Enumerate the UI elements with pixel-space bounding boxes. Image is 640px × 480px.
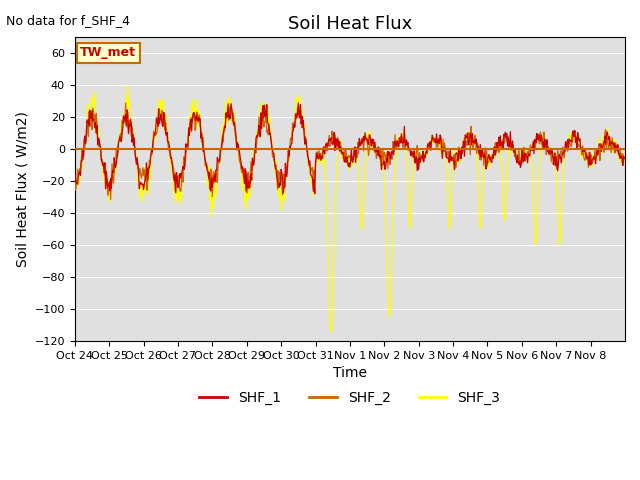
- SHF_1: [236, 156, 244, 161]
- SHF_3: [408, 203, 415, 209]
- SHF_1: [264, 119, 271, 125]
- SHF_1: [408, 148, 415, 154]
- SHF_1: [438, 156, 446, 161]
- SHF_2: [265, 121, 273, 127]
- Title: Soil Heat Flux: Soil Heat Flux: [288, 15, 412, 33]
- SHF_1: [620, 155, 628, 161]
- SHF_3: [71, 201, 79, 206]
- SHF_1: [136, 186, 143, 192]
- Text: No data for f_SHF_4: No data for f_SHF_4: [6, 14, 131, 27]
- SHF_2: [286, 145, 294, 151]
- SHF_3: [620, 155, 628, 161]
- SHF_3: [328, 329, 335, 335]
- Line: SHF_3: SHF_3: [75, 86, 624, 332]
- X-axis label: Time: Time: [333, 366, 367, 381]
- SHF_2: [408, 153, 415, 159]
- SHF_3: [285, 157, 293, 163]
- SHF_1: [284, 148, 292, 154]
- SHF_1: [294, 100, 302, 106]
- SHF_3: [124, 83, 132, 89]
- SHF_2: [238, 169, 246, 175]
- Text: TW_met: TW_met: [80, 47, 136, 60]
- SHF_2: [620, 155, 628, 161]
- SHF_1: [71, 178, 79, 183]
- SHF_3: [136, 194, 144, 200]
- Legend: SHF_1, SHF_2, SHF_3: SHF_1, SHF_2, SHF_3: [194, 385, 506, 410]
- Y-axis label: Soil Heat Flux ( W/m2): Soil Heat Flux ( W/m2): [15, 111, 29, 267]
- SHF_3: [237, 164, 245, 169]
- SHF_1: [311, 191, 319, 197]
- SHF_2: [107, 197, 115, 203]
- SHF_2: [122, 100, 129, 106]
- Line: SHF_2: SHF_2: [75, 103, 624, 200]
- SHF_3: [264, 111, 272, 117]
- SHF_2: [71, 173, 79, 179]
- SHF_2: [438, 146, 446, 152]
- Line: SHF_1: SHF_1: [75, 103, 624, 194]
- SHF_3: [438, 140, 446, 146]
- SHF_2: [137, 171, 145, 177]
